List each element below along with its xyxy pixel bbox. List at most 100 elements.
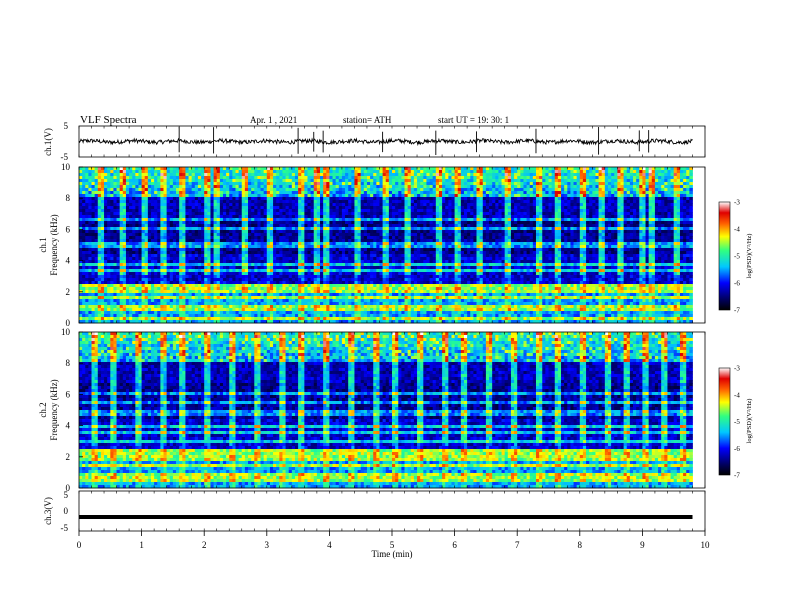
ch1-spectrogram-cell <box>595 194 599 198</box>
ch1-spectrogram-cell <box>316 191 321 195</box>
ch1-spectrogram-cell <box>658 200 662 204</box>
ch1-spectrogram-cell <box>598 170 603 174</box>
ch1-spectrogram-cell <box>504 215 509 219</box>
ch1-spectrogram-cell <box>226 209 230 213</box>
ch1-spectrogram-cell <box>351 230 355 234</box>
ch1-spectrogram-cell <box>526 215 531 219</box>
ch1-spectrogram-cell <box>147 239 152 243</box>
ch1-spectrogram-cell <box>645 227 650 231</box>
ch1-spectrogram-cell <box>197 173 202 177</box>
ch1-spectrogram-cell <box>570 227 574 231</box>
ch1-spectrogram-cell <box>191 242 196 246</box>
ch1-spectrogram-cell <box>116 185 121 189</box>
ch1-spectrogram-cell <box>673 215 678 219</box>
ch1-spectrogram-cell <box>182 197 186 201</box>
ch1-spectrogram-cell <box>426 230 430 234</box>
ch1-spectrogram-cell <box>304 218 308 222</box>
ch1-spectrogram-cell <box>504 233 509 237</box>
ch1-spectrogram-cell <box>520 200 524 204</box>
ch1-spectrogram-cell <box>448 179 452 183</box>
ch1-spectrogram-cell <box>266 200 271 204</box>
ch1-spectrogram-cell <box>576 206 581 210</box>
ch1-spectrogram-cell <box>573 230 578 234</box>
ch1-spectrogram-cell <box>589 212 593 216</box>
ch1-spectrogram-cell <box>683 230 687 234</box>
ch1-spectrogram-cell <box>417 206 421 210</box>
ch1-spectrogram-cell <box>586 239 590 243</box>
ch1-spectrogram-cell <box>307 173 312 177</box>
ch1-spectrogram-cell <box>176 182 180 186</box>
ch1-spectrogram-cell <box>629 203 634 207</box>
ch1-spectrogram-cell <box>492 236 496 240</box>
ch1-spectrogram-cell <box>351 206 355 210</box>
ch1-spectrogram-cell <box>160 173 164 177</box>
ch1-spectrogram-cell <box>179 173 183 177</box>
ch1-spectrogram-cell <box>454 188 459 192</box>
ch1-spectrogram-cell <box>689 188 693 192</box>
ch1-spectrogram-cell <box>326 179 330 183</box>
ch1-spectrogram-cell <box>564 200 568 204</box>
ch1-spectrogram-cell <box>504 212 509 216</box>
ch1-spectrogram-cell <box>235 218 240 222</box>
ch1-spectrogram-cell <box>507 185 512 189</box>
ch1-spectrogram-cell <box>586 191 590 195</box>
ch1-spectrogram-cell <box>282 224 286 228</box>
ch1-spectrogram-cell <box>595 197 599 201</box>
ch1-spectrogram-cell <box>229 191 233 195</box>
ch1-spectrogram-cell <box>197 236 202 240</box>
ch1-spectrogram-cell <box>542 209 546 213</box>
ch1-spectrogram-cell <box>686 236 690 240</box>
ch1-spectrogram-cell <box>595 233 599 237</box>
ch1-spectrogram-cell <box>570 170 574 174</box>
ch1-spectrogram-cell <box>438 221 443 225</box>
ch1-spectrogram-cell <box>463 239 468 243</box>
ch1-spectrogram-cell <box>257 218 261 222</box>
ch1-spectrogram-cell <box>636 230 640 234</box>
ch1-spectrogram-cell <box>304 203 308 207</box>
ch1-spectrogram-cell <box>388 203 393 207</box>
ch1-spectrogram-cell <box>457 194 462 198</box>
ch1-spectrogram-cell <box>326 218 330 222</box>
ch1-spectrogram-cell <box>329 167 333 171</box>
ch1-spectrogram-cell <box>498 221 502 225</box>
ch1-spectrogram-cell <box>417 179 421 183</box>
ch1-spectrogram-cell <box>470 197 474 201</box>
ch1-spectrogram-cell <box>104 221 108 225</box>
ch1-spectrogram-cell <box>495 215 499 219</box>
ch1-spectrogram-cell <box>529 173 534 177</box>
ch1-spectrogram-cell <box>276 239 280 243</box>
ch1-spectrogram-cell <box>639 224 643 228</box>
ch1-spectrogram-cell <box>420 215 424 219</box>
ch1-spectrogram-cell <box>517 221 521 225</box>
ch1-spectrogram-cell <box>645 236 650 240</box>
ch1-spectrogram-cell <box>273 227 277 231</box>
ch1-spectrogram-cell <box>213 233 218 237</box>
ch1-spectrogram-cell <box>354 173 358 177</box>
ch1-spectrogram-cell <box>110 173 114 177</box>
ch1-spectrogram-cell <box>673 212 678 216</box>
ch1-spectrogram-cell <box>320 203 324 207</box>
ch1-spectrogram-cell <box>100 218 105 222</box>
ch1-spectrogram-cell <box>429 191 434 195</box>
ch1-spectrogram-cell <box>260 167 265 171</box>
ch1-spectrogram-cell <box>614 197 618 201</box>
ch1-spectrogram-cell <box>532 197 537 201</box>
ch1-spectrogram-cell <box>432 191 437 195</box>
ch1-spectrogram-cell <box>420 212 424 216</box>
ch1-spectrogram-cell <box>617 209 621 213</box>
ch1-spectrogram-cell <box>132 230 136 234</box>
ch1-spectrogram-cell <box>620 230 625 234</box>
ch1-spectrogram-cell <box>85 221 89 225</box>
ch1-spectrogram-cell <box>645 182 650 186</box>
ch1-spectrogram-cell <box>689 197 693 201</box>
ch1-spectrogram-cell <box>451 194 455 198</box>
ch1-spectrogram-cell <box>617 200 621 204</box>
ch1-spectrogram-cell <box>639 194 643 198</box>
ch1-spectrogram-cell <box>207 191 211 195</box>
ch1-spectrogram-cell <box>423 218 427 222</box>
ch1-spectrogram-cell <box>320 182 324 186</box>
start-time-label: start UT = 19: 30: 1 <box>438 115 509 125</box>
ch1-spectrogram-cell <box>670 218 675 222</box>
ch1-spectrogram-cell <box>320 239 324 243</box>
ch1-spectrogram-cell <box>683 209 687 213</box>
